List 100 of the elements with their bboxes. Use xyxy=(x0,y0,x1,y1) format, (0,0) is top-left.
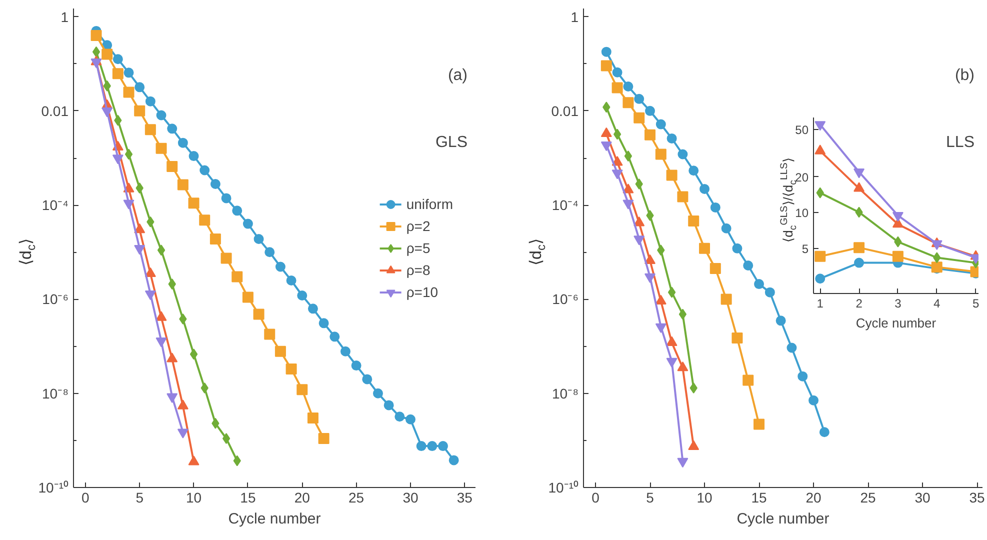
y-tick-label: 20 xyxy=(795,170,809,184)
point xyxy=(644,254,656,264)
point xyxy=(634,112,645,124)
point xyxy=(222,432,230,444)
point xyxy=(742,374,754,386)
point xyxy=(102,48,113,60)
y-tick-label: 0.01 xyxy=(41,102,69,119)
point xyxy=(622,184,634,194)
point xyxy=(340,346,350,356)
legend-label: ρ=2 xyxy=(406,218,430,234)
point xyxy=(286,275,296,286)
point xyxy=(157,244,166,256)
x-tick-label: 1 xyxy=(816,296,824,310)
point xyxy=(677,361,688,372)
x-tick-label: 4 xyxy=(934,296,941,310)
point xyxy=(700,184,710,194)
legend-label: ρ=10 xyxy=(406,284,438,300)
x-tick-label: 30 xyxy=(402,490,418,506)
x-axis-title: Cycle number xyxy=(736,510,830,528)
x-tick-label: 20 xyxy=(294,490,310,506)
point xyxy=(645,106,655,116)
point xyxy=(854,182,865,192)
y-tick-label: 10⁻⁸ xyxy=(42,385,69,402)
point xyxy=(721,223,732,234)
point xyxy=(668,286,676,298)
point xyxy=(200,165,210,176)
point xyxy=(144,124,156,136)
point xyxy=(124,148,133,160)
x-tick-label: 10 xyxy=(696,490,713,506)
x-tick-label: 5 xyxy=(646,490,654,506)
point xyxy=(710,262,721,274)
y-tick-label: 1 xyxy=(570,8,579,25)
point xyxy=(188,198,200,209)
point xyxy=(634,216,645,226)
point xyxy=(815,274,826,284)
x-axis-title: Cycle number xyxy=(228,510,321,528)
point xyxy=(764,287,775,298)
y-tick-label: 10⁻⁴ xyxy=(42,197,69,214)
point xyxy=(318,432,330,444)
point xyxy=(720,294,732,305)
point xyxy=(232,271,243,282)
point xyxy=(166,352,178,362)
point xyxy=(177,400,188,410)
x-tick-label: 25 xyxy=(348,490,364,506)
point xyxy=(124,68,134,78)
point xyxy=(264,328,276,340)
y-tick-label: 10 xyxy=(795,206,809,220)
x-tick-label: 2 xyxy=(856,296,863,310)
point xyxy=(819,427,830,438)
x-tick-label: 5 xyxy=(136,490,144,506)
y-tick-label: 50 xyxy=(795,122,809,137)
point xyxy=(232,206,242,216)
point xyxy=(754,279,764,290)
annotation: LLS xyxy=(946,134,974,152)
point xyxy=(655,148,666,160)
point xyxy=(134,82,145,92)
point xyxy=(613,128,622,140)
point xyxy=(786,342,797,353)
point xyxy=(210,179,220,190)
point xyxy=(188,456,200,466)
x-tick-label: 5 xyxy=(972,296,980,310)
x-tick-label: 10 xyxy=(186,490,202,506)
point xyxy=(242,292,254,303)
point xyxy=(167,124,178,134)
point xyxy=(384,400,394,410)
legend-label: ρ=5 xyxy=(406,240,430,256)
point xyxy=(166,393,178,403)
point xyxy=(156,311,167,321)
point xyxy=(699,242,710,254)
y-tick-label: 10⁻⁶ xyxy=(552,291,579,308)
point xyxy=(177,428,188,438)
point xyxy=(405,414,416,424)
point xyxy=(600,60,612,72)
point xyxy=(600,127,612,137)
point xyxy=(156,142,167,154)
x-tick-label: 3 xyxy=(894,296,902,310)
y-tick-label: 10⁻¹⁰ xyxy=(38,480,68,496)
point xyxy=(144,290,156,300)
point xyxy=(798,371,808,382)
x-tick-label: 15 xyxy=(751,490,768,506)
point xyxy=(448,455,459,466)
annotation: (b) xyxy=(954,67,975,84)
y-tick-label: 10⁻¹⁰ xyxy=(548,480,578,496)
point xyxy=(330,332,340,342)
point xyxy=(221,193,232,204)
point xyxy=(210,234,221,245)
point xyxy=(351,360,362,371)
point xyxy=(307,412,318,424)
point xyxy=(892,250,904,262)
y-tick-label: 5 xyxy=(802,242,809,256)
y-tick-label: 10⁻⁸ xyxy=(552,385,579,402)
point xyxy=(666,336,678,346)
point xyxy=(710,202,720,212)
point xyxy=(732,243,742,254)
point xyxy=(612,67,622,78)
point xyxy=(622,97,634,108)
x-tick-label: 20 xyxy=(806,490,822,506)
point xyxy=(416,441,426,452)
point xyxy=(123,86,134,98)
point xyxy=(372,388,383,398)
